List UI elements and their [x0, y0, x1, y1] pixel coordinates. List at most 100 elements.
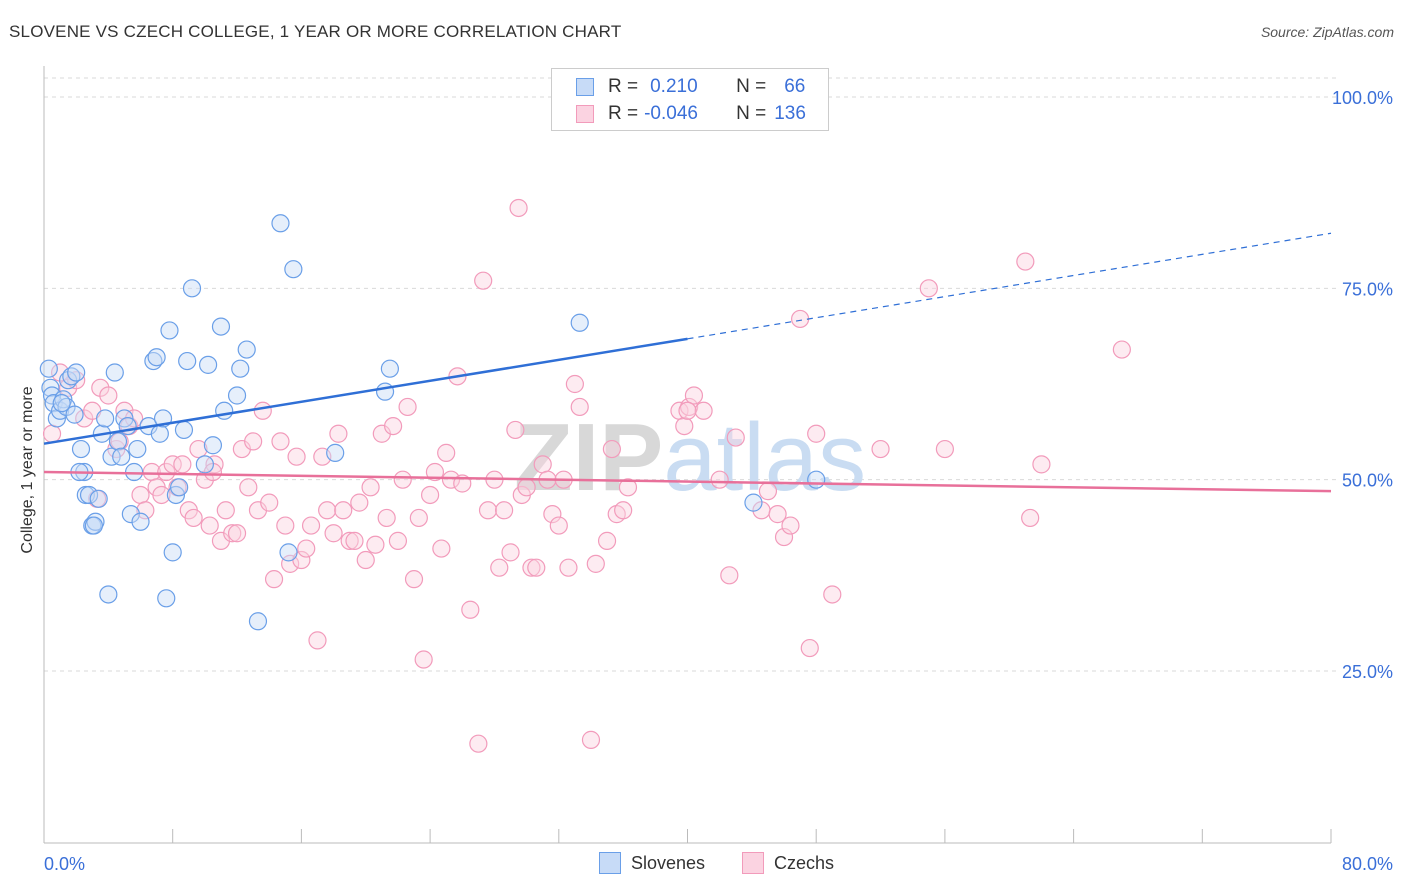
correlation-legend: R = 0.210 N = 66 R = -0.046 N = 136: [551, 68, 829, 131]
czech-point: [720, 566, 739, 585]
legend-swatch-czechs: [576, 105, 594, 123]
czech-point: [823, 585, 842, 604]
czech-point: [495, 501, 514, 520]
czech-point: [356, 550, 375, 570]
czech-point: [131, 485, 150, 505]
czech-point: [1112, 340, 1131, 359]
slovene-point: [227, 386, 247, 405]
slovene-point: [89, 489, 108, 508]
czech-point: [366, 535, 385, 554]
legend-n-label: N =: [736, 76, 767, 97]
legend-row-czechs: R = -0.046 N = 136: [552, 101, 806, 127]
slovene-point: [41, 378, 60, 397]
slovene-point: [121, 505, 140, 524]
slovene-point: [150, 424, 169, 443]
legend-r-value: 0.210: [650, 76, 698, 97]
czech-point: [173, 455, 192, 474]
czech-point: [935, 439, 955, 459]
slovene-point: [157, 589, 176, 608]
czech-point: [301, 516, 321, 535]
slovene-point: [380, 359, 399, 378]
slovene-point: [807, 470, 826, 489]
czech-point: [565, 374, 584, 394]
czech-point: [200, 516, 219, 535]
legend-item-slovenes[interactable]: Slovenes: [599, 852, 705, 874]
slovene-point: [67, 363, 86, 382]
czech-point: [287, 447, 306, 466]
czech-point: [758, 482, 778, 501]
czech-point: [205, 455, 224, 474]
czech-point: [1021, 508, 1040, 528]
czech-point: [216, 501, 235, 520]
czech-point: [533, 455, 552, 474]
slovene-point: [375, 382, 395, 401]
slovenes-trend-extension: [687, 232, 1332, 340]
czech-point: [614, 501, 633, 520]
czech-point: [318, 501, 337, 520]
czech-point: [227, 524, 247, 543]
czech-point: [522, 558, 541, 577]
czech-point: [334, 501, 353, 520]
y-tick-label: 75.0%: [1342, 279, 1393, 299]
slovene-point: [42, 386, 62, 405]
slovene-point: [170, 478, 189, 497]
czech-point: [710, 470, 729, 489]
slovene-point: [105, 363, 124, 382]
czech-point: [340, 531, 359, 550]
czech-point: [474, 271, 493, 290]
czech-point: [506, 420, 525, 440]
czech-point: [404, 570, 424, 589]
czech-point: [324, 524, 343, 543]
czech-point: [726, 428, 745, 447]
czech-point: [421, 485, 440, 505]
czech-point: [308, 631, 327, 650]
slovene-point: [112, 447, 131, 466]
czech-point: [260, 493, 279, 512]
slovene-point: [174, 420, 194, 440]
czech-point: [549, 516, 568, 535]
slovene-point: [198, 355, 218, 374]
czech-point: [1016, 252, 1035, 271]
slovene-point: [96, 409, 115, 428]
legend-swatch-slovenes: [599, 852, 621, 874]
czech-point: [441, 470, 461, 489]
czech-point: [253, 401, 272, 420]
slovene-point: [279, 543, 298, 562]
czech-point: [264, 570, 284, 589]
czech-point: [189, 439, 208, 459]
legend-item-czechs[interactable]: Czechs: [742, 852, 834, 874]
slovene-point: [203, 436, 223, 455]
czech-point: [791, 309, 810, 329]
czech-point: [469, 734, 488, 753]
czech-point: [559, 558, 578, 577]
czech-point: [184, 508, 203, 528]
czech-point: [527, 558, 546, 577]
czech-point: [297, 539, 316, 558]
series-legend: Slovenes Czechs: [0, 852, 1406, 878]
slovene-point: [570, 313, 589, 332]
series-czechs: [42, 198, 1131, 753]
legend-r-value: -0.046: [644, 103, 698, 124]
axes: [43, 66, 1332, 844]
slovene-point: [71, 439, 91, 459]
czech-point: [774, 527, 794, 547]
slovene-point: [128, 439, 147, 459]
czech-point: [383, 416, 403, 436]
slovene-point: [39, 359, 58, 378]
czech-point: [271, 432, 290, 451]
czech-point: [768, 505, 787, 524]
czech-point: [409, 508, 428, 528]
czech-point: [239, 478, 258, 497]
slovene-point: [124, 462, 144, 482]
czech-point: [478, 501, 498, 520]
czech-point: [329, 424, 348, 443]
czech-point: [1032, 455, 1051, 474]
czech-point: [223, 524, 242, 543]
slovene-point: [326, 443, 345, 462]
x-tick-label: 80.0%: [1342, 854, 1393, 874]
slovene-point: [248, 612, 268, 631]
slovene-point: [271, 214, 290, 233]
slovene-point: [237, 340, 256, 359]
slovene-point: [65, 405, 84, 424]
